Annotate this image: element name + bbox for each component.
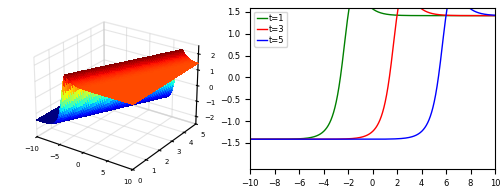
t=5 [492,14,498,16]
t=3 [275,138,281,140]
t=5 [275,138,281,140]
t=3 [341,138,347,140]
Line: t=3: t=3 [250,0,495,139]
t=3 [352,137,358,139]
t=5 [488,14,494,16]
t=3 [290,138,296,140]
t=3 [488,14,494,17]
t=5 [461,1,467,3]
t=1 [488,14,494,17]
t=3 [461,14,467,17]
Line: t=1: t=1 [250,0,495,139]
t=5 [290,138,296,140]
t=1 [247,138,253,140]
t=1 [341,48,347,50]
t=3 [247,138,253,140]
t=1 [492,14,498,17]
t=3 [492,14,498,17]
t=1 [275,138,281,140]
t=5 [247,138,253,140]
t=1 [461,14,467,17]
t=1 [290,138,296,140]
Legend: t=1, t=3, t=5: t=1, t=3, t=5 [254,12,288,47]
Line: t=5: t=5 [250,0,495,139]
t=5 [341,138,347,140]
t=5 [352,138,358,140]
